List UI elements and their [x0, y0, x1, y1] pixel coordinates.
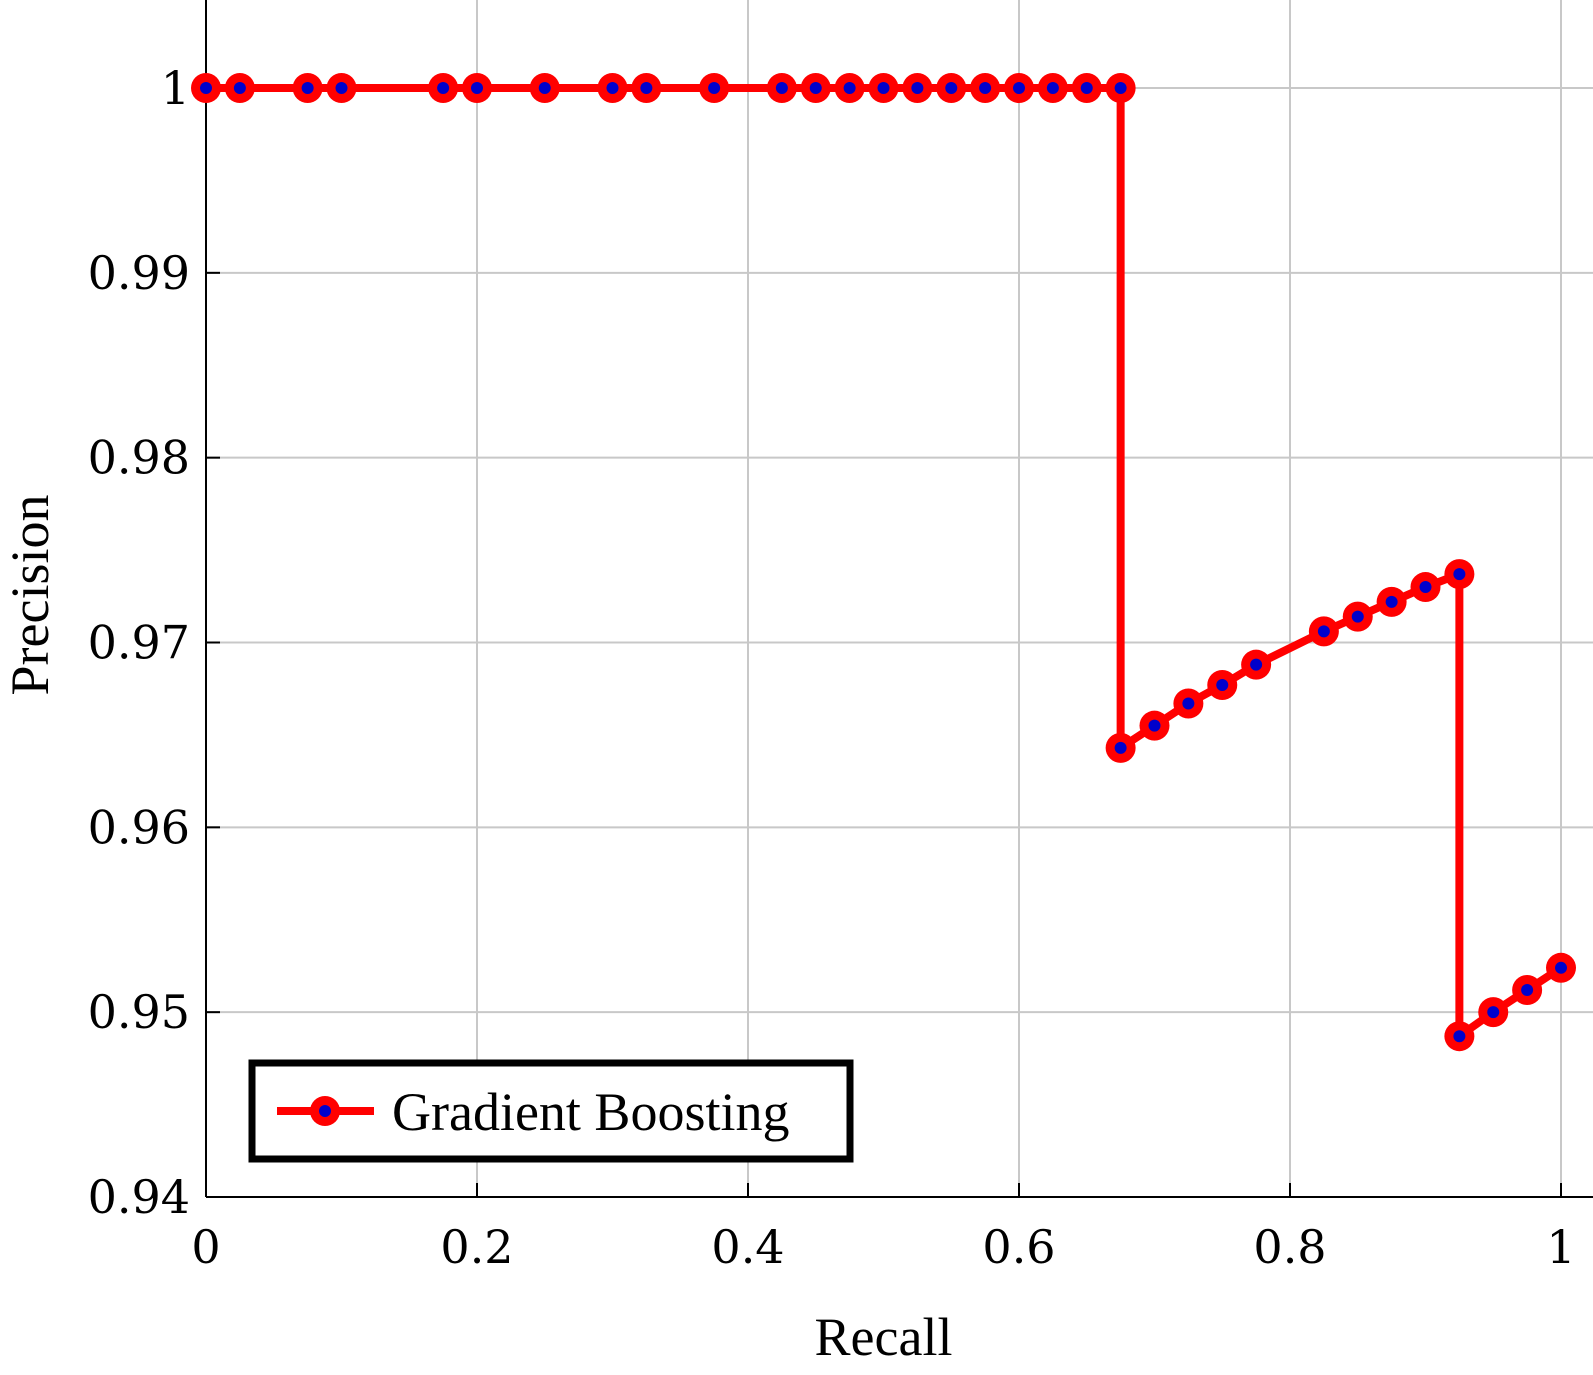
x-tick-labels: 0 0.2 0.4 0.6 0.8 1	[191, 1220, 1575, 1274]
data-point-dot	[843, 82, 856, 94]
data-point-dot	[1114, 741, 1127, 754]
data-point	[1478, 997, 1509, 1028]
x-tick-label: 0.2	[440, 1220, 513, 1274]
x-tick-label: 0	[191, 1220, 220, 1274]
data-point	[1444, 559, 1475, 590]
data-point-dot	[1385, 595, 1398, 608]
data-point	[1444, 1021, 1475, 1052]
data-point-dot	[1013, 82, 1025, 94]
data-point	[1410, 572, 1441, 603]
data-point	[326, 73, 357, 103]
data-point	[191, 73, 221, 103]
data-point-dot	[1521, 983, 1534, 996]
data-point-dot	[335, 82, 348, 94]
data-point	[1376, 586, 1407, 617]
data-point-dot	[640, 82, 653, 94]
data-point	[902, 73, 933, 103]
data-point	[631, 73, 662, 103]
data-point	[868, 73, 899, 103]
data-point	[292, 73, 323, 103]
y-tick-label: 1	[161, 61, 190, 115]
data-point-dot	[437, 82, 450, 94]
data-point-dot	[200, 82, 212, 94]
series-line	[206, 84, 1564, 1044]
data-point	[1207, 670, 1238, 701]
data-point-dot	[1317, 625, 1330, 638]
data-point	[529, 73, 560, 103]
y-tick-label: 0.94	[88, 1170, 190, 1224]
data-point-dot	[301, 82, 314, 94]
data-point	[428, 73, 459, 103]
data-point-dot	[775, 82, 788, 94]
y-tick-label: 0.98	[88, 431, 190, 485]
data-point	[1342, 601, 1373, 632]
x-tick-label: 1	[1546, 1220, 1575, 1274]
y-axis-label: Precision	[0, 495, 60, 696]
series-gradient-boosting	[191, 73, 1576, 1052]
data-point-dot	[1046, 82, 1059, 94]
data-point-dot	[1351, 610, 1364, 623]
data-point	[1308, 616, 1339, 647]
data-point-dot	[1114, 82, 1127, 94]
data-point	[766, 73, 797, 103]
data-point-dot	[945, 82, 958, 94]
data-point	[936, 73, 967, 103]
y-tick-label: 0.95	[88, 985, 190, 1039]
data-point	[1241, 649, 1272, 680]
data-point-dot	[1555, 961, 1567, 974]
y-tick-label: 0.99	[88, 246, 190, 300]
data-point-dot	[1453, 568, 1466, 581]
data-point	[699, 73, 730, 103]
data-point-dot	[1453, 1030, 1466, 1043]
data-point-dot	[1250, 658, 1263, 671]
data-point	[834, 73, 865, 103]
data-point	[1139, 710, 1170, 741]
y-tick-label: 0.97	[88, 616, 190, 670]
data-point	[1173, 688, 1204, 719]
data-point	[224, 73, 255, 103]
data-point-dot	[538, 82, 551, 94]
x-tick-label: 0.8	[1253, 1220, 1326, 1274]
data-point	[1037, 73, 1068, 103]
data-point	[1071, 73, 1102, 103]
y-tick-labels: 0.94 0.95 0.96 0.97 0.98 0.99 1	[88, 61, 190, 1224]
data-point	[970, 73, 1001, 103]
data-point	[800, 73, 831, 103]
data-point	[1512, 974, 1543, 1005]
axes	[205, 0, 1593, 1198]
data-point-dot	[1148, 719, 1161, 732]
data-point-dot	[708, 82, 721, 94]
data-point-dot	[233, 82, 246, 94]
legend-label: Gradient Boosting	[392, 1082, 789, 1142]
data-point-dot	[1216, 679, 1229, 692]
legend: Gradient Boosting	[248, 1059, 854, 1163]
x-axis-label: Recall	[815, 1307, 953, 1367]
data-point	[1105, 732, 1136, 763]
legend-marker-dot	[319, 1105, 331, 1117]
x-tick-label: 0.6	[982, 1220, 1055, 1274]
y-tick-label: 0.96	[88, 800, 190, 854]
data-point-dot	[1182, 697, 1195, 710]
data-point	[597, 73, 628, 103]
data-point-dot	[979, 82, 992, 94]
data-point-dot	[877, 82, 890, 94]
data-point-dot	[911, 82, 924, 94]
data-point	[1004, 73, 1034, 103]
data-point	[1105, 73, 1136, 103]
data-point-dot	[606, 82, 619, 94]
data-point-dot	[1487, 1006, 1500, 1019]
data-point	[462, 73, 492, 103]
data-point-dot	[1080, 82, 1093, 94]
data-point	[1546, 952, 1576, 983]
x-tick-label: 0.4	[711, 1220, 784, 1274]
data-point-dot	[471, 82, 483, 94]
data-point-dot	[1419, 581, 1432, 594]
data-point-dot	[809, 82, 822, 94]
